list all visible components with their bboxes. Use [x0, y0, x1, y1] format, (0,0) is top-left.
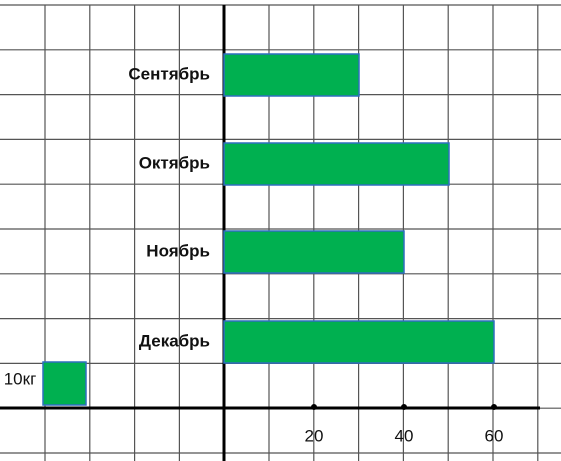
x-tick-label: 20	[305, 426, 324, 445]
key-label: 10кг	[4, 369, 37, 388]
bar	[223, 230, 405, 274]
x-tick-label: 40	[395, 426, 414, 445]
category-label: Сентябрь	[128, 64, 210, 83]
x-tick-dot	[401, 404, 407, 410]
bar	[223, 53, 360, 97]
x-tick-label: 60	[485, 426, 504, 445]
bar	[223, 142, 450, 186]
x-tick-dot	[311, 404, 317, 410]
category-label: Октябрь	[139, 153, 210, 172]
bar	[223, 320, 495, 364]
category-label: Декабрь	[139, 331, 210, 350]
x-tick-dot	[491, 404, 497, 410]
category-label: Ноябрь	[146, 241, 210, 260]
key-swatch	[42, 361, 87, 406]
